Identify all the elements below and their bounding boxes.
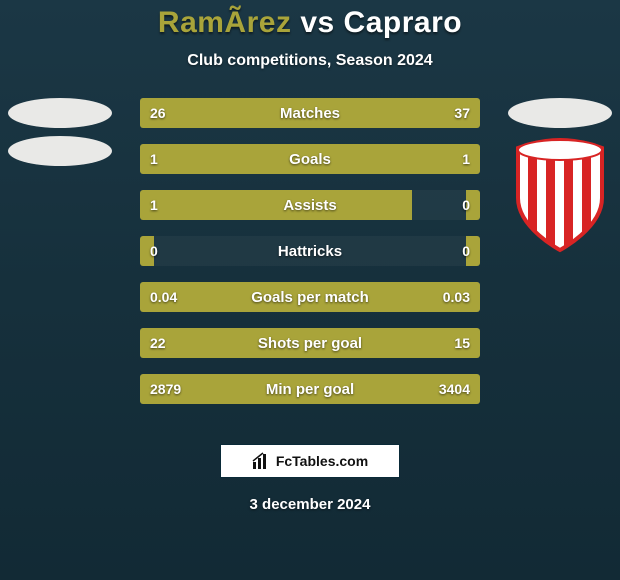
right-badge-column — [500, 98, 620, 254]
stat-bar-right — [279, 98, 480, 128]
stat-bar-right — [466, 236, 480, 266]
stat-bar-right — [344, 328, 480, 358]
right-club-crest — [510, 136, 610, 254]
stat-row: Goals11 — [140, 144, 480, 174]
page-title: RamÃrez vs Capraro — [0, 6, 620, 40]
shield-icon — [510, 136, 610, 254]
left-club-placeholder — [8, 136, 112, 166]
stat-bar-left — [140, 236, 154, 266]
stat-bar-right — [334, 282, 480, 312]
stat-bar-left — [140, 282, 334, 312]
stat-label: Hattricks — [140, 236, 480, 266]
right-flag-placeholder — [508, 98, 612, 128]
stat-row: Assists10 — [140, 190, 480, 220]
stat-bar-left — [140, 328, 344, 358]
stat-row: Min per goal28793404 — [140, 374, 480, 404]
stat-bar-left — [140, 144, 310, 174]
stat-bar-left — [140, 374, 296, 404]
left-flag-placeholder — [8, 98, 112, 128]
chart-icon — [252, 452, 270, 470]
stats-area: Matches2637 Goals11 Assists10 Hattricks00 Go… — [0, 98, 620, 418]
stat-row: Goals per match0.040.03 — [140, 282, 480, 312]
stat-row: Matches2637 — [140, 98, 480, 128]
left-badge-column — [0, 98, 120, 166]
stat-row: Shots per goal2215 — [140, 328, 480, 358]
stat-row: Hattricks00 — [140, 236, 480, 266]
stat-bar-left — [140, 98, 279, 128]
vs-separator: vs — [300, 6, 334, 39]
player1-name: RamÃrez — [158, 6, 292, 39]
stat-bar-left — [140, 190, 412, 220]
footer-date: 3 december 2024 — [0, 496, 620, 513]
player2-name: Capraro — [344, 6, 463, 39]
brand-badge[interactable]: FcTables.com — [220, 444, 400, 478]
stat-bar-right — [296, 374, 480, 404]
subtitle: Club competitions, Season 2024 — [0, 52, 620, 70]
stat-bars: Matches2637 Goals11 Assists10 Hattricks00 Go… — [140, 98, 480, 404]
stat-bar-right — [310, 144, 480, 174]
brand-text: FcTables.com — [276, 453, 368, 469]
stat-bar-right — [466, 190, 480, 220]
